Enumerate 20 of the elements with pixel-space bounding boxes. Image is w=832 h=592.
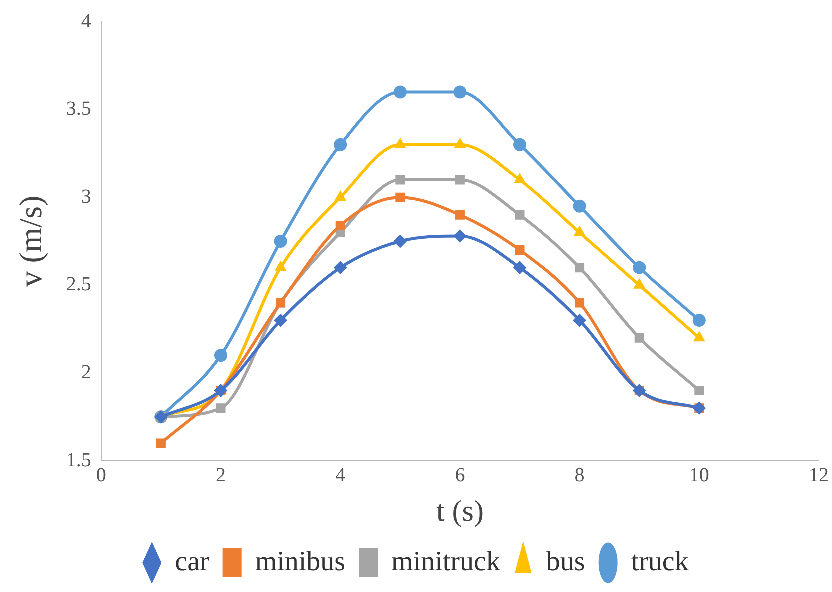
x-tick-label: 10 bbox=[689, 464, 710, 486]
x-tick-label: 6 bbox=[455, 464, 466, 486]
y-tick-label: 1.5 bbox=[66, 449, 92, 472]
y-tick-label: 2 bbox=[81, 361, 92, 384]
legend-label: minitruck bbox=[392, 546, 500, 578]
x-tick-label: 8 bbox=[574, 464, 585, 486]
x-tick-label: 0 bbox=[96, 464, 106, 486]
y-tick-label: 2.5 bbox=[66, 274, 92, 296]
legend-label: minibus bbox=[255, 546, 346, 578]
y-tick-label: 3.5 bbox=[66, 98, 92, 120]
y-tick-label: 4 bbox=[81, 10, 92, 32]
legend-label: bus bbox=[546, 546, 586, 578]
y-axis-title: v (m/s) bbox=[12, 196, 49, 288]
x-tick-label: 12 bbox=[809, 464, 829, 486]
legend-label: truck bbox=[631, 546, 689, 578]
legend-label: car bbox=[175, 546, 210, 578]
y-tick-label: 3 bbox=[81, 186, 92, 208]
x-tick-label: 4 bbox=[336, 464, 346, 486]
x-axis-title: t (s) bbox=[436, 494, 484, 528]
x-tick-label: 2 bbox=[216, 464, 226, 486]
